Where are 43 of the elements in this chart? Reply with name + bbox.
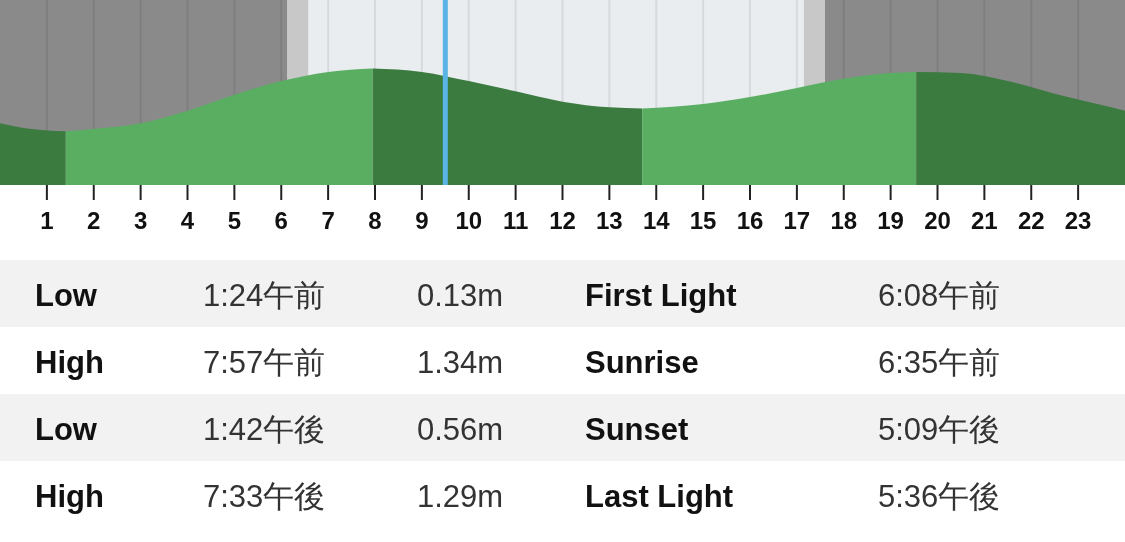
x-tick-label: 23 <box>1064 207 1092 234</box>
text: 7:33午後 <box>203 479 326 514</box>
x-tick-label: 1 <box>40 207 54 234</box>
text: 0.13m <box>417 278 504 313</box>
x-tick-label: 7 <box>321 207 335 234</box>
text: Sunset <box>585 412 689 447</box>
x-tick-label: 8 <box>368 207 382 234</box>
text: 6:35午前 <box>878 345 1001 380</box>
text: Sunrise <box>585 345 699 380</box>
x-tick-label: 3 <box>133 207 148 234</box>
x-tick-label: 18 <box>830 207 858 234</box>
x-tick-label: 21 <box>971 207 998 234</box>
x-tick-label: 4 <box>180 207 195 234</box>
text: High <box>35 345 104 380</box>
x-tick-label: 15 <box>689 207 717 234</box>
text: 1.34m <box>417 345 504 380</box>
text: 7:57午前 <box>203 345 326 380</box>
x-tick-label: 16 <box>736 207 764 234</box>
text: 6:08午前 <box>878 278 1001 313</box>
text: Low <box>35 412 98 447</box>
x-tick-label: 6 <box>274 207 288 234</box>
x-tick-label: 14 <box>642 207 671 234</box>
text: 1:42午後 <box>203 412 326 447</box>
text: 5:09午後 <box>878 412 1001 447</box>
text: Last Light <box>585 479 734 514</box>
text: 1:24午前 <box>203 278 326 313</box>
x-tick-label: 19 <box>877 207 904 234</box>
text: High <box>35 479 104 514</box>
x-tick-label: 20 <box>924 207 951 234</box>
x-tick-label: 10 <box>455 207 483 234</box>
x-tick-label: 5 <box>227 207 242 234</box>
x-tick-label: 12 <box>549 207 576 234</box>
x-tick-label: 2 <box>87 207 101 234</box>
x-tick-label: 17 <box>783 207 811 234</box>
x-tick-label: 11 <box>502 207 529 234</box>
text: Low <box>35 278 98 313</box>
x-tick-label: 13 <box>596 207 623 234</box>
text: 0.56m <box>417 412 504 447</box>
x-tick-label: 22 <box>1017 207 1045 234</box>
text: 1.29m <box>417 479 504 514</box>
text: 5:36午後 <box>878 479 1001 514</box>
x-tick-label: 9 <box>415 207 429 234</box>
text: First Light <box>585 278 737 313</box>
